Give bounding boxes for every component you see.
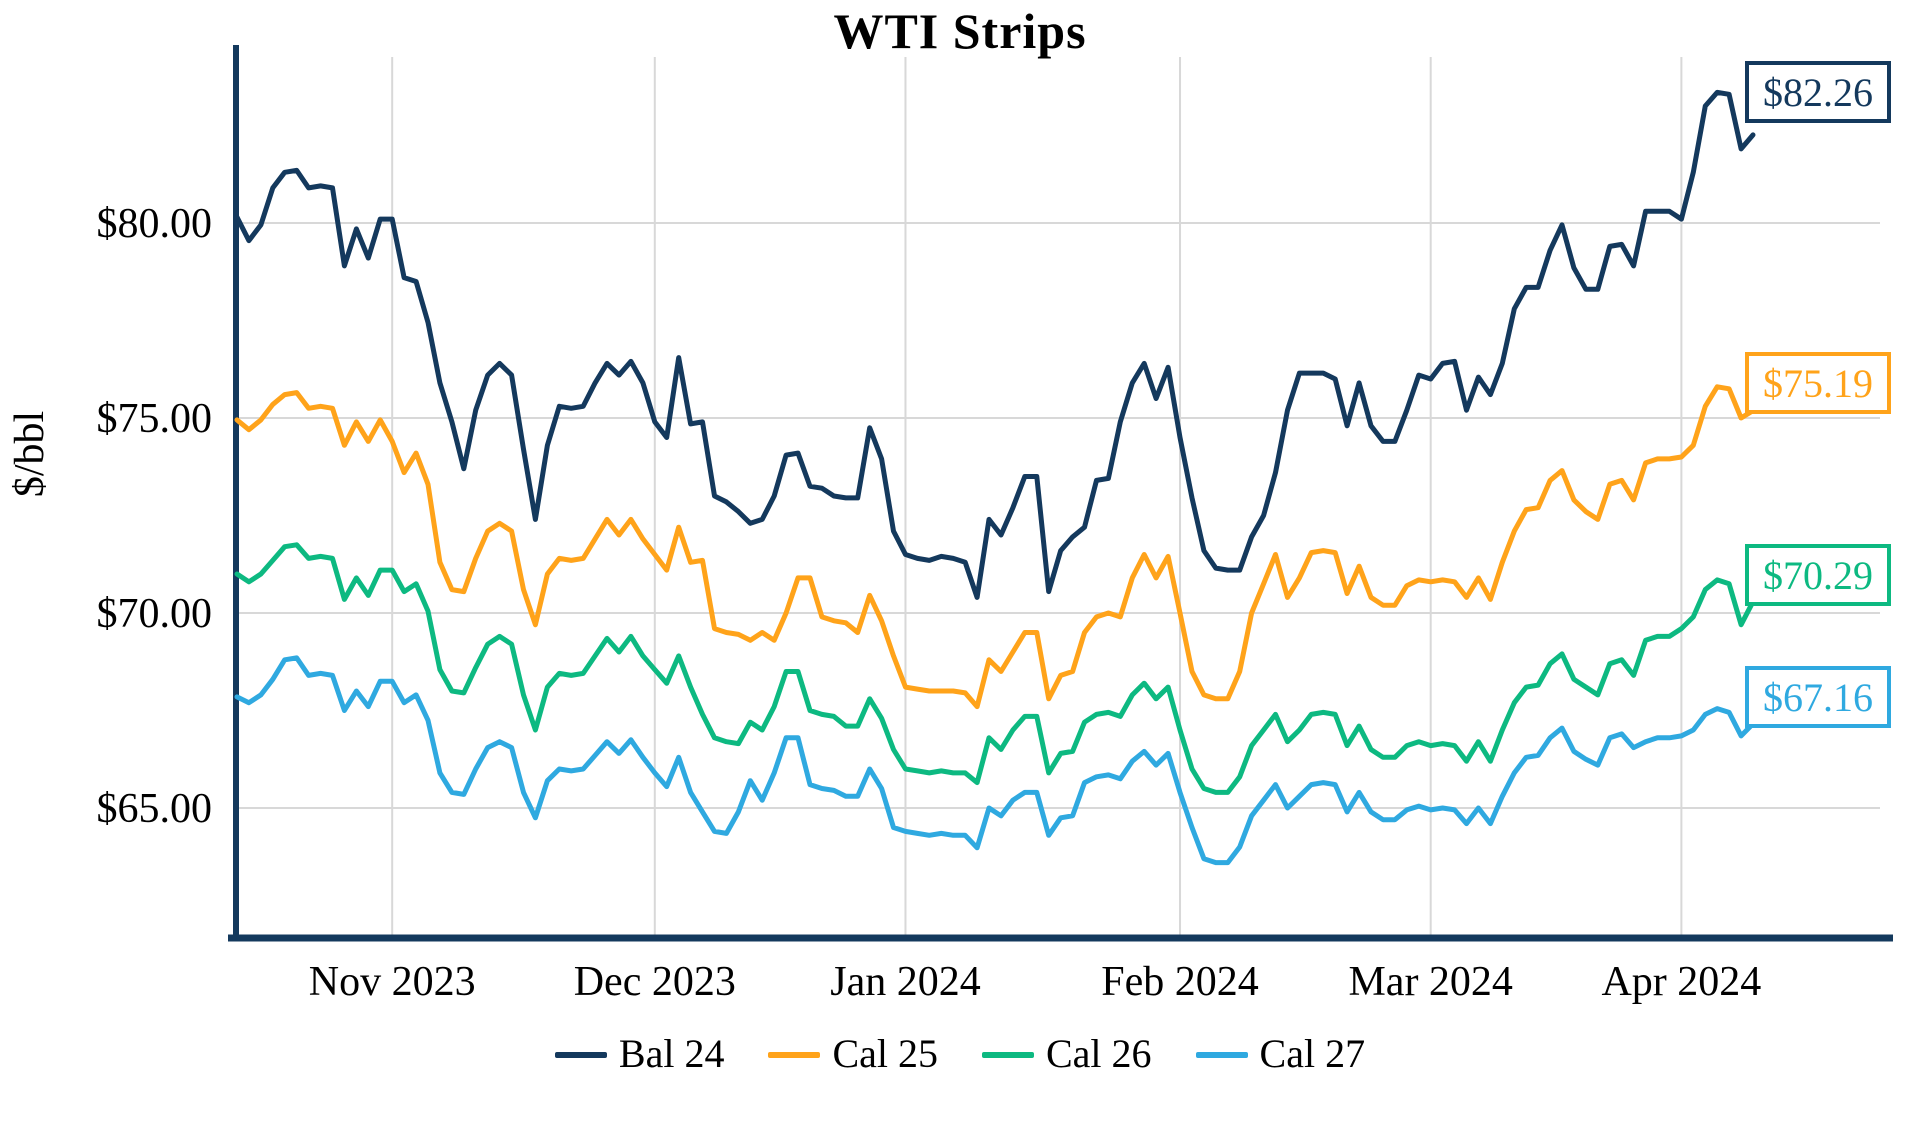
chart-legend: Bal 24 Cal 25 Cal 26 Cal 27: [0, 1030, 1920, 1077]
end-label-text-bal-24: $82.26: [1763, 70, 1873, 115]
chart-title: WTI Strips: [833, 3, 1087, 59]
end-label-text-cal-25: $75.19: [1763, 361, 1873, 406]
x-tick-label: Jan 2024: [830, 959, 981, 1005]
end-label-box-bal-24: [1745, 61, 1891, 123]
legend-swatch: [554, 1051, 607, 1058]
y-tick-label: $80.00: [97, 201, 213, 247]
y-tick-label: $65.00: [97, 786, 213, 832]
series-line-cal-25: [234, 384, 1756, 710]
x-tick-label: Mar 2024: [1348, 959, 1512, 1005]
legend-item-bal-24: Bal 24: [554, 1030, 725, 1077]
series-line-cal-27: [234, 655, 1756, 866]
end-label-text-cal-27: $67.16: [1763, 675, 1873, 720]
end-label-box-cal-26: [1745, 544, 1891, 606]
x-tick-label: Dec 2023: [574, 959, 736, 1005]
legend-item-cal-26: Cal 26: [982, 1030, 1152, 1077]
legend-item-cal-25: Cal 25: [768, 1030, 938, 1077]
series-line-cal-26: [234, 542, 1756, 795]
legend-label: Bal 24: [618, 1031, 725, 1076]
legend-swatch: [1195, 1051, 1248, 1058]
x-tick-label: Nov 2023: [309, 959, 476, 1005]
end-label-box-cal-25: [1745, 352, 1891, 414]
x-tick-label: Apr 2024: [1601, 959, 1761, 1005]
legend-swatch: [982, 1051, 1034, 1058]
y-tick-label: $75.00: [97, 396, 213, 442]
end-label-text-cal-26: $70.29: [1763, 553, 1873, 598]
series-line-bal-24: [234, 89, 1756, 600]
y-tick-label: $70.00: [97, 591, 213, 637]
legend-swatch: [768, 1051, 821, 1058]
legend-item-cal-27: Cal 27: [1195, 1030, 1366, 1077]
x-tick-label: Feb 2024: [1101, 959, 1259, 1005]
legend-label: Cal 26: [1046, 1031, 1152, 1076]
end-label-box-cal-27: [1745, 666, 1891, 728]
legend-label: Cal 25: [832, 1031, 938, 1076]
legend-label: Cal 27: [1259, 1031, 1366, 1076]
